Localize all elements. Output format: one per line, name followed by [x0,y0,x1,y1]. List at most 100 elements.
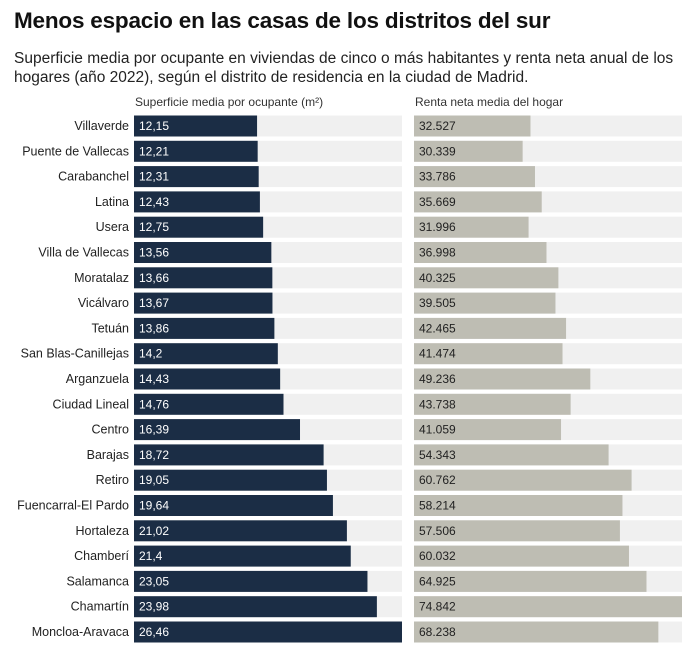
area-value-label: 23,05 [139,574,169,588]
category-label: Tetuán [91,321,129,335]
area-value-label: 12,43 [139,195,169,209]
area-bar [134,545,351,567]
income-bar [414,419,562,441]
income-value-label: 49.236 [419,372,456,386]
category-label: Arganzuela [66,372,129,386]
area-value-label: 12,15 [139,119,169,133]
income-bar [414,140,523,162]
income-bar [414,242,547,263]
category-label: Moratalaz [74,271,129,285]
area-value-label: 13,56 [139,246,169,260]
category-label: Latina [95,195,129,209]
category-label: Usera [96,220,129,234]
category-label: Fuencarral-El Pardo [17,499,129,513]
category-label: Puente de Vallecas [22,144,129,158]
area-value-label: 12,21 [139,144,169,158]
category-label: Ciudad Lineal [53,397,129,411]
income-value-label: 33.786 [419,170,456,184]
area-bar [134,469,327,491]
income-value-label: 41.474 [419,347,456,361]
area-bar [134,520,347,542]
income-bar [414,292,556,314]
income-bar [414,596,682,618]
area-bar [134,292,273,314]
chart-title: Menos espacio en las casas de los distri… [14,8,551,33]
income-bar [414,469,632,491]
area-value-label: 26,46 [139,625,169,639]
area-bar [134,596,377,618]
area-value-label: 23,98 [139,600,169,614]
income-value-label: 30.339 [419,144,456,158]
area-value-label: 13,66 [139,271,169,285]
category-label: Villa de Vallecas [38,246,129,260]
income-value-label: 74.842 [419,600,456,614]
area-bar [134,216,264,238]
category-label: Centro [91,423,129,437]
income-bar [414,191,542,213]
category-label: Barajas [87,448,129,462]
area-value-label: 18,72 [139,448,169,462]
category-label: Chamartín [71,600,129,614]
income-bar [414,317,567,339]
area-value-label: 21,4 [139,549,163,563]
area-bar [134,444,324,466]
income-value-label: 40.325 [419,271,456,285]
area-bar [134,368,281,390]
area-value-label: 21,02 [139,524,169,538]
area-bar [134,621,402,643]
category-label: Villaverde [74,119,129,133]
income-value-label: 36.998 [419,246,456,260]
income-value-label: 57.506 [419,524,456,538]
area-bar [134,115,258,137]
area-value-label: 19,05 [139,473,169,487]
income-bar [414,343,563,365]
income-bar [414,621,659,643]
income-bar [414,393,571,415]
category-label: San Blas-Canillejas [21,347,129,361]
chart-subtitle: Superficie media por ocupante en viviend… [14,50,674,86]
area-column-header: Superficie media por ocupante (m²) [135,95,324,109]
area-value-label: 14,2 [139,347,163,361]
income-bar [414,495,623,516]
area-value-label: 13,67 [139,296,169,310]
income-value-label: 31.996 [419,220,456,234]
income-value-label: 39.505 [419,296,456,310]
area-value-label: 16,39 [139,423,169,437]
income-value-label: 60.762 [419,473,456,487]
income-value-label: 41.059 [419,423,456,437]
area-value-label: 14,76 [139,397,169,411]
category-label: Carabanchel [58,170,129,184]
area-bar [134,242,272,263]
income-bar [414,267,559,289]
income-value-label: 58.214 [419,499,456,513]
area-value-label: 13,86 [139,321,169,335]
income-value-label: 43.738 [419,397,456,411]
area-value-label: 19,64 [139,499,169,513]
income-value-label: 35.669 [419,195,456,209]
category-label: Moncloa-Aravaca [32,625,129,639]
income-value-label: 68.238 [419,625,456,639]
income-value-label: 32.527 [419,119,456,133]
income-bar [414,444,609,466]
area-bar [134,191,260,213]
income-bar [414,545,629,567]
area-value-label: 12,75 [139,220,169,234]
area-bar [134,495,333,516]
area-bar [134,166,259,188]
income-bar [414,570,647,592]
area-value-label: 12,31 [139,170,169,184]
income-value-label: 64.925 [419,574,456,588]
category-label: Salamanca [66,574,129,588]
area-bar [134,343,278,365]
income-bar [414,520,620,542]
income-value-label: 54.343 [419,448,456,462]
income-bar [414,166,535,188]
category-label: Chamberí [74,549,129,563]
income-bar [414,216,529,238]
income-value-label: 60.032 [419,549,456,563]
income-bar [414,115,531,137]
income-value-label: 42.465 [419,321,456,335]
income-bar [414,368,591,390]
category-label: Vicálvaro [78,296,129,310]
